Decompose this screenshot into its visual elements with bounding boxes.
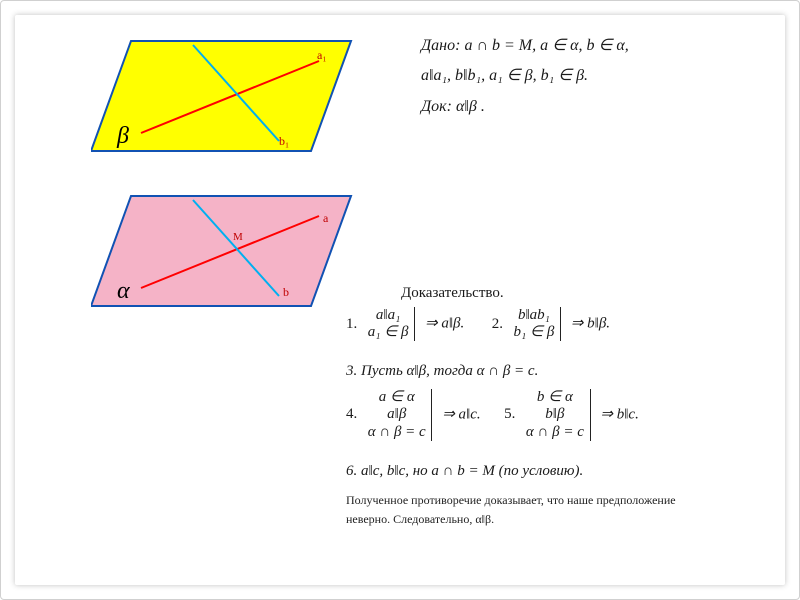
step5-concl: ⇒ b‖c. bbox=[600, 406, 638, 422]
proof-row-1-2: 1. a‖a₁ a₁ ∈ β ⇒ a‖β. 2. b‖ab₁ b₁ ∈ β ⇒ … bbox=[346, 307, 786, 342]
conclusion-line1: Полученное противоречие доказывает, что … bbox=[346, 491, 766, 510]
diagram-beta: a₁ b₁ β bbox=[91, 31, 361, 161]
step2-prem: b‖ab₁ b₁ ∈ β bbox=[514, 307, 555, 342]
step4-num: 4. bbox=[346, 402, 364, 428]
step4-bar bbox=[431, 389, 432, 441]
step2-num: 2. bbox=[492, 312, 510, 338]
beta-svg: a₁ b₁ β bbox=[91, 31, 361, 161]
given-line3: Док: α‖β . bbox=[421, 92, 771, 122]
step4-prem: a ∈ α a‖β α ∩ β = c bbox=[368, 389, 426, 441]
conclusion: Полученное противоречие доказывает, что … bbox=[346, 491, 766, 529]
given-line2: a‖a₁, b‖b₁, a₁ ∈ β, b₁ ∈ β. bbox=[421, 61, 771, 91]
step1-prem: a‖a₁ a₁ ∈ β bbox=[368, 307, 409, 342]
label-a1: a₁ bbox=[317, 48, 327, 62]
proof-row-4-5: 4. a ∈ α a‖β α ∩ β = c ⇒ a‖c. 5. b ∈ α b… bbox=[346, 389, 786, 441]
step1-concl: ⇒ a‖β. bbox=[425, 316, 464, 332]
plane-alpha bbox=[91, 196, 351, 306]
proof-step6: 6. a‖c, b‖c, но a ∩ b = M (по условию). bbox=[346, 459, 583, 485]
plane-label-alpha: α bbox=[117, 278, 130, 304]
step5-bar bbox=[590, 389, 591, 441]
page: a₁ b₁ β a b M α Дано: a ∩ b = M, a ∈ α, … bbox=[0, 0, 800, 600]
proof-heading: Доказательство. bbox=[401, 281, 504, 307]
step2-concl: ⇒ b‖β. bbox=[571, 316, 610, 332]
step1-num: 1. bbox=[346, 312, 364, 338]
plane-label-beta: β bbox=[116, 123, 129, 149]
proof-step3: 3. Пусть α‖β, тогда α ∩ β = c. bbox=[346, 359, 538, 385]
label-M: M bbox=[233, 231, 243, 243]
given-block: Дано: a ∩ b = M, a ∈ α, b ∈ α, a‖a₁, b‖b… bbox=[421, 31, 771, 122]
step1-bar bbox=[414, 307, 415, 341]
label-b1: b₁ bbox=[279, 134, 289, 148]
alpha-svg: a b M α bbox=[91, 186, 361, 316]
diagram-alpha: a b M α bbox=[91, 186, 361, 316]
step2-bar bbox=[560, 307, 561, 341]
plane-beta bbox=[91, 41, 351, 151]
step5-prem: b ∈ α b‖β α ∩ β = c bbox=[526, 389, 584, 441]
given-line1: Дано: a ∩ b = M, a ∈ α, b ∈ α, bbox=[421, 31, 771, 61]
step5-num: 5. bbox=[504, 402, 522, 428]
step4-concl: ⇒ a‖c. bbox=[442, 406, 480, 422]
conclusion-line2: неверно. Следовательно, α‖β. bbox=[346, 510, 766, 529]
label-b: b bbox=[283, 285, 289, 299]
label-a: a bbox=[323, 211, 329, 225]
